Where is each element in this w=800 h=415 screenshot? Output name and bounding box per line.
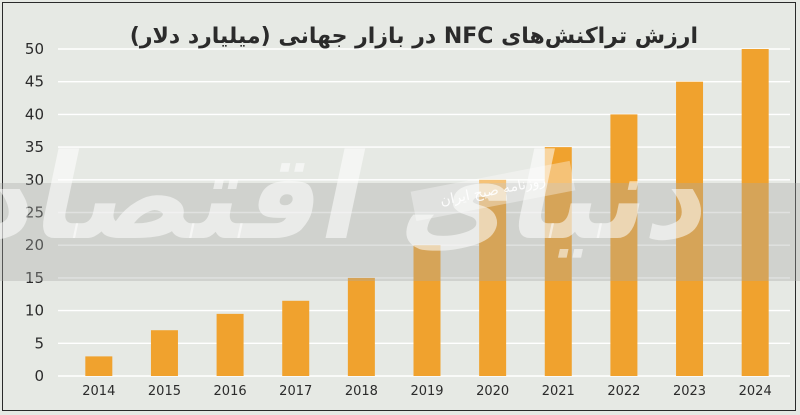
x-tick-label: 2020: [476, 384, 509, 399]
y-tick-label: 30: [25, 171, 44, 189]
x-axis: 2014 2015 2016 2017 2018 2019 2020 2021 2022 2023…: [82, 384, 771, 399]
bars: [85, 49, 769, 377]
y-tick-label: 15: [25, 269, 44, 287]
y-tick-label: 25: [25, 204, 44, 222]
bar-2017: [282, 300, 310, 376]
bar-2021: [544, 147, 572, 376]
bar-2014: [85, 356, 113, 376]
bar-2019: [413, 245, 441, 376]
y-tick-label: 40: [25, 105, 44, 123]
y-tick-label: 35: [25, 138, 44, 156]
x-tick-label: 2024: [739, 384, 772, 399]
y-tick-label: 0: [34, 367, 44, 385]
bar-2022: [610, 114, 638, 377]
chart-frame: [2, 2, 796, 411]
x-tick-label: 2014: [82, 384, 115, 399]
chart-title: ارزش تراکنش‌های NFC در بازار جهانی (میلی…: [129, 24, 698, 49]
x-tick-label: 2016: [214, 384, 247, 399]
y-axis: 0 5 10 15 20 25 30 35 40 45 50: [25, 40, 44, 385]
x-tick-label: 2023: [673, 384, 706, 399]
y-tick-label: 45: [25, 73, 44, 91]
bar-2024: [741, 49, 769, 376]
y-tick-label: 50: [25, 40, 44, 58]
bar-2020: [479, 179, 507, 376]
bar-2016: [216, 313, 244, 376]
y-tick-label: 20: [25, 236, 44, 254]
x-tick-label: 2015: [148, 384, 181, 399]
y-tick-label: 10: [25, 302, 44, 320]
bar-2015: [150, 330, 178, 376]
bar-2018: [347, 277, 375, 376]
x-tick-label: 2018: [345, 384, 378, 399]
y-tick-label: 5: [34, 334, 44, 352]
x-tick-label: 2022: [607, 384, 640, 399]
watermark-band: [0, 183, 800, 281]
bar-2023: [676, 81, 704, 376]
x-tick-label: 2021: [542, 384, 575, 399]
gridlines: [58, 48, 790, 377]
x-tick-label: 2019: [410, 384, 443, 399]
x-tick-label: 2017: [279, 384, 312, 399]
